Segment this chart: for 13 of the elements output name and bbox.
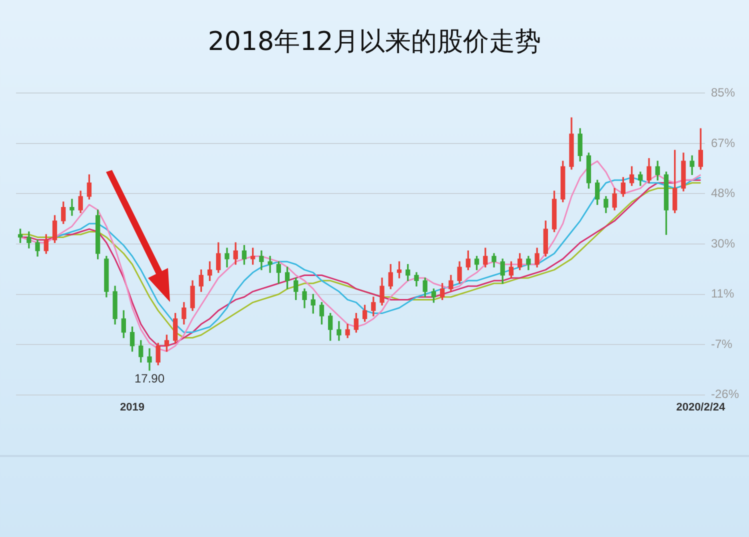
- y-tick-label: 67%: [710, 136, 736, 150]
- x-tick-label: 2020/2/24: [676, 401, 726, 414]
- candlestick: [268, 256, 272, 273]
- x-tick-label: 2019: [120, 401, 145, 414]
- annotation: 17.90: [134, 372, 165, 386]
- y-tick-label: -26%: [710, 387, 740, 402]
- y-tick-label: 11%: [710, 286, 734, 301]
- y-tick-label: 48%: [710, 186, 736, 200]
- y-tick-label: -7%: [710, 336, 733, 351]
- y-tick-label: 85%: [710, 86, 736, 100]
- chart-title: 2018年12月以来的股价走势: [206, 26, 542, 59]
- candlestick: [70, 198, 74, 216]
- y-tick-label: 30%: [710, 236, 736, 250]
